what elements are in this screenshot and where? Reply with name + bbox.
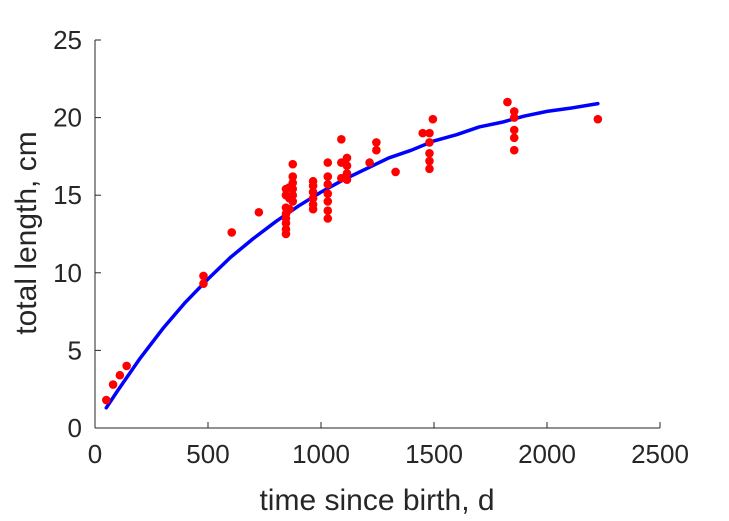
y-tick-label-25: 25	[53, 25, 82, 55]
y-tick-label-0: 0	[68, 413, 82, 443]
data-point-28	[308, 194, 318, 203]
data-point-47	[372, 145, 381, 155]
data-point-62	[593, 114, 603, 124]
data-point-58	[509, 113, 519, 122]
data-point-21	[288, 178, 298, 188]
data-point-27	[308, 187, 318, 197]
data-point-48	[391, 167, 400, 177]
data-point-19	[288, 159, 298, 169]
x-tick-label-1000: 1000	[292, 439, 350, 469]
data-point-18	[285, 204, 294, 214]
x-axis-label: time since birth, d	[259, 484, 494, 517]
data-point-53	[425, 156, 434, 166]
data-point-54	[425, 164, 434, 174]
data-point-4	[199, 271, 208, 281]
fit-curve	[104, 101, 600, 410]
data-point-37	[323, 214, 333, 223]
data-point-6	[227, 228, 237, 237]
data-point-23	[288, 190, 298, 200]
fit-curve-layer	[104, 101, 600, 410]
data-point-0	[102, 395, 111, 405]
x-tick-label-2000: 2000	[518, 439, 576, 469]
axes: 0 500 1000 1500 2000 2500 0 5 10 15 20 25	[53, 25, 689, 469]
data-point-41	[342, 153, 352, 163]
data-point-32	[323, 172, 333, 181]
data-point-38	[337, 135, 346, 144]
x-tick-label-2500: 2500	[631, 439, 689, 469]
data-point-51	[425, 138, 434, 147]
data-point-36	[323, 206, 333, 216]
data-point-31	[323, 158, 333, 167]
data-point-44	[342, 175, 352, 184]
data-point-24	[288, 197, 298, 206]
data-point-45	[365, 158, 374, 167]
data-point-1	[108, 380, 118, 389]
data-point-52	[425, 149, 434, 158]
x-tick-label-0: 0	[88, 439, 102, 469]
data-point-46	[372, 138, 381, 147]
data-point-42	[342, 161, 352, 171]
data-point-3	[122, 361, 131, 371]
data-point-35	[323, 197, 333, 206]
data-point-33	[323, 180, 333, 189]
data-point-34	[323, 189, 333, 198]
data-point-55	[428, 114, 438, 124]
y-axis-label: total length, cm	[10, 131, 43, 334]
data-point-61	[509, 145, 519, 155]
x-tick-label-1500: 1500	[405, 439, 463, 469]
data-points	[102, 97, 603, 405]
x-tick-label-500: 500	[186, 439, 229, 469]
data-point-5	[199, 279, 208, 288]
y-tick-label-20: 20	[53, 103, 82, 133]
data-point-20	[288, 172, 298, 181]
y-tick-label-10: 10	[53, 258, 82, 288]
data-point-22	[288, 184, 298, 194]
data-point-43	[342, 169, 352, 178]
data-point-50	[425, 128, 434, 138]
y-tick-label-15: 15	[53, 180, 82, 210]
data-point-2	[115, 370, 125, 380]
data-point-56	[503, 97, 512, 107]
data-point-7	[254, 207, 264, 217]
data-point-57	[509, 107, 519, 116]
data-point-60	[509, 133, 519, 143]
data-point-30	[308, 204, 318, 214]
data-point-59	[509, 125, 519, 135]
y-tick-label-5: 5	[68, 335, 82, 365]
data-point-15	[281, 229, 291, 239]
data-point-13	[281, 218, 291, 228]
data-point-49	[418, 128, 428, 138]
data-point-26	[308, 181, 318, 191]
